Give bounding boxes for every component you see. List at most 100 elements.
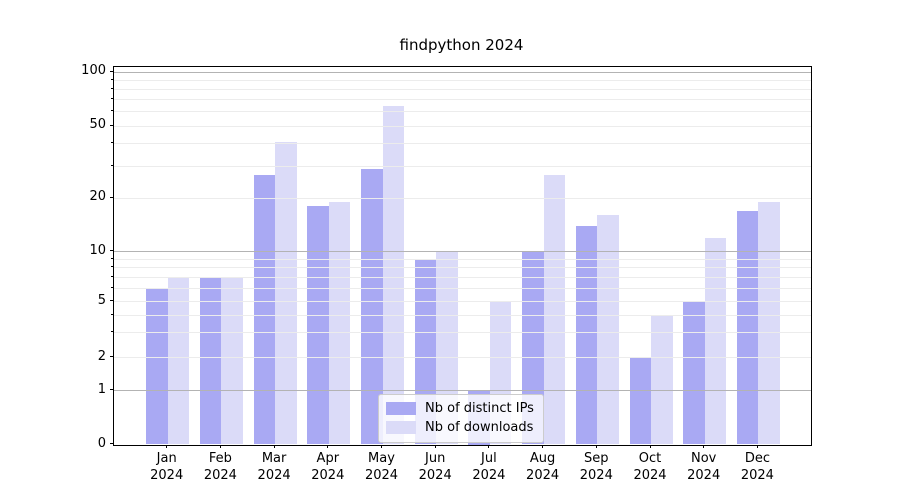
xtick-label: Dec 2024 <box>717 450 797 484</box>
bar-distinct-ips <box>575 225 598 445</box>
ytick-mark-minor <box>111 87 113 89</box>
ytick-mark-minor <box>111 266 113 268</box>
legend-swatch-distinct-ips <box>386 402 416 415</box>
ytick-mark <box>109 70 113 72</box>
ytick-mark-minor <box>111 313 113 315</box>
ytick-mark <box>109 389 113 390</box>
xtick-year: 2024 <box>633 468 667 483</box>
xtick-year: 2024 <box>740 468 774 483</box>
xtick-mark <box>327 444 329 448</box>
xtick-mark <box>703 444 705 448</box>
xtick-label: Jun 2024 <box>395 450 475 484</box>
gridline <box>114 143 811 145</box>
xtick-mark <box>434 444 436 448</box>
gridline <box>114 390 811 391</box>
xtick-year: 2024 <box>257 468 291 483</box>
gridline <box>114 288 811 290</box>
xtick-label: May 2024 <box>342 450 422 484</box>
xtick-year: 2024 <box>418 468 452 483</box>
legend-label-distinct-ips: Nb of distinct IPs <box>425 401 534 416</box>
legend-row: Nb of downloads <box>379 418 543 437</box>
xtick-mark <box>756 444 758 448</box>
gridline <box>114 301 811 303</box>
xtick-year: 2024 <box>203 468 237 483</box>
ytick-mark <box>109 356 113 358</box>
bar-distinct-ips <box>629 357 651 445</box>
gridline <box>114 71 811 73</box>
xtick-label: Oct 2024 <box>610 450 690 484</box>
xtick-month: Sep <box>584 451 609 466</box>
bars-layer <box>114 67 811 445</box>
gridline <box>114 276 811 278</box>
chart-title: findpython 2024 <box>399 36 524 54</box>
xtick-year: 2024 <box>150 468 184 483</box>
bar-downloads <box>543 174 566 445</box>
gridline <box>114 125 811 127</box>
xtick-year: 2024 <box>579 468 613 483</box>
xtick-label: Feb 2024 <box>180 450 260 484</box>
bar-downloads <box>382 105 404 445</box>
xtick-month: Dec <box>744 451 770 466</box>
xtick-month: Jan <box>156 451 177 466</box>
ytick-mark-minor <box>111 164 113 166</box>
bar-distinct-ips <box>736 210 759 445</box>
ytick-label: 1 <box>97 381 106 397</box>
xtick-month: May <box>368 451 395 466</box>
xtick-month: Oct <box>638 451 662 466</box>
bar-downloads <box>328 202 351 445</box>
ytick-mark <box>109 250 113 252</box>
bar-downloads <box>651 315 673 445</box>
xtick-month: Jun <box>425 451 446 466</box>
ytick-mark-minor <box>111 275 113 277</box>
ytick-mark-minor <box>111 78 113 80</box>
gridline <box>114 332 811 334</box>
xtick-year: 2024 <box>472 468 506 483</box>
gridline <box>114 88 811 90</box>
ytick-label: 0 <box>97 435 106 451</box>
ytick-label: 5 <box>97 292 106 308</box>
xtick-month: Apr <box>316 451 340 466</box>
xtick-year: 2024 <box>364 468 399 483</box>
bar-distinct-ips <box>361 168 383 445</box>
ytick-label: 50 <box>89 117 106 132</box>
xtick-year: 2024 <box>687 468 721 483</box>
gridline <box>114 251 811 253</box>
grid-layer <box>114 67 811 445</box>
bar-distinct-ips <box>683 301 705 445</box>
ytick-mark <box>109 443 113 444</box>
ytick-mark <box>109 300 113 302</box>
bar-distinct-ips <box>146 288 168 445</box>
xtick-mark <box>488 444 490 448</box>
ytick-mark-minor <box>111 257 113 259</box>
xtick-month: Aug <box>529 451 556 466</box>
xtick-label: Jan 2024 <box>127 450 207 484</box>
bar-distinct-ips <box>199 277 222 445</box>
xtick-label: Sep 2024 <box>556 450 636 484</box>
legend-row: Nb of distinct IPs <box>379 399 543 418</box>
legend: Nb of distinct IPs Nb of downloads <box>378 394 544 443</box>
ytick-mark <box>109 196 113 198</box>
legend-label-downloads: Nb of downloads <box>425 420 534 435</box>
xtick-mark <box>649 444 651 448</box>
gridline <box>114 165 811 167</box>
xtick-mark <box>595 444 597 448</box>
gridline <box>114 267 811 269</box>
legend-swatch-downloads <box>386 421 416 434</box>
xtick-label: Mar 2024 <box>234 450 314 484</box>
plot-area <box>113 66 812 446</box>
gridline <box>114 99 811 101</box>
ytick-label: 20 <box>89 189 106 205</box>
ytick-label: 10 <box>89 242 106 258</box>
gridline <box>114 111 811 113</box>
ytick-mark-minor <box>111 110 113 112</box>
gridline <box>114 314 811 316</box>
ytick-label: 2 <box>97 348 106 364</box>
bar-downloads <box>704 237 727 445</box>
ytick-mark-minor <box>111 331 113 333</box>
xtick-label: Apr 2024 <box>288 450 368 484</box>
xtick-mark <box>381 444 382 448</box>
xtick-mark <box>542 444 544 448</box>
xtick-mark <box>273 444 275 448</box>
xtick-month: Nov <box>691 451 717 466</box>
